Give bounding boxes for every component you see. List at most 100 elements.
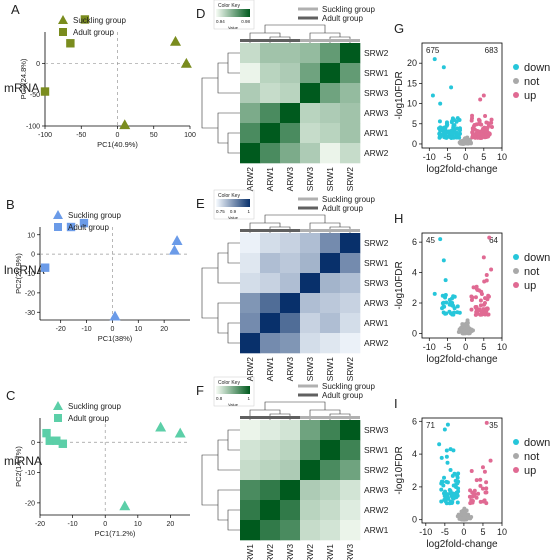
- point-up: [478, 312, 483, 317]
- heatmap-cell: [280, 313, 301, 334]
- x-tick-label: -10: [81, 326, 91, 333]
- point-not: [459, 509, 464, 514]
- count-up: 64: [489, 236, 498, 245]
- column-label: ARW3: [285, 357, 295, 382]
- panel-letter: D: [196, 6, 205, 21]
- heatmap-cell: [260, 460, 281, 481]
- point-up: [474, 305, 479, 310]
- point-down: [444, 448, 449, 453]
- group-bar-adult: [240, 229, 300, 232]
- point-up: [484, 273, 489, 278]
- heatmap-cell: [240, 440, 261, 461]
- y-axis-title: -log10FDR: [394, 261, 405, 309]
- point-down: [444, 454, 449, 459]
- row-dendrogram: [201, 52, 240, 154]
- heatmap-cell: [280, 520, 301, 541]
- point-down: [450, 496, 455, 501]
- point-down: [455, 304, 460, 309]
- dendro-branch: [227, 132, 240, 154]
- heatmap-cell: [260, 103, 281, 124]
- heatmap-cell: [320, 83, 341, 104]
- group-bar-adult: [240, 39, 300, 42]
- column-label: ARW2: [245, 167, 255, 192]
- point-down: [451, 312, 456, 317]
- x-tick-label: -10: [423, 152, 436, 162]
- point-up: [469, 468, 474, 473]
- heatmap-cell: [280, 63, 301, 84]
- row-label: SRW3: [364, 88, 389, 98]
- point-down: [439, 479, 444, 484]
- point-up: [473, 131, 478, 136]
- panel-letter: F: [196, 383, 204, 398]
- heatmap-cell: [280, 500, 301, 521]
- x-tick-label: 0: [103, 521, 107, 528]
- dendro-branch: [227, 322, 240, 344]
- dendro-branch: [264, 24, 326, 33]
- point-up: [482, 302, 487, 307]
- point-not: [461, 322, 466, 327]
- heatmap-cell: [320, 233, 341, 254]
- x-tick-label: 50: [150, 132, 158, 139]
- heatmap-cell: [280, 480, 301, 501]
- row-label: ARW3: [364, 108, 389, 118]
- point-up: [470, 500, 475, 505]
- point-down: [458, 128, 463, 133]
- y-tick-label: -10: [25, 271, 35, 278]
- x-axis-title: log2fold-change: [426, 164, 498, 175]
- panel-letter: A: [11, 2, 20, 17]
- color-key-xlabel: Value: [228, 402, 239, 407]
- heatmap-cell: [300, 293, 321, 314]
- panel-letter: B: [6, 197, 15, 212]
- point-down: [444, 496, 449, 501]
- point-up: [487, 132, 492, 137]
- y-tick-label: 0: [412, 328, 417, 338]
- row-label: miRNA: [4, 454, 42, 468]
- heatmap-cell: [340, 123, 361, 144]
- heatmap-cell: [300, 103, 321, 124]
- x-tick-label: -5: [443, 152, 451, 162]
- point-up: [485, 312, 490, 317]
- x-tick-label: -10: [419, 527, 432, 537]
- heatmap-cell: [260, 500, 281, 521]
- point-not: [462, 512, 467, 517]
- heatmap-cell: [240, 253, 261, 274]
- point-up: [489, 117, 494, 122]
- point-down: [448, 499, 453, 504]
- point-up: [484, 501, 489, 506]
- point-up: [478, 135, 483, 140]
- point-down: [438, 101, 443, 106]
- point-up: [478, 499, 483, 504]
- heatmap-cell: [300, 500, 321, 521]
- legend-down-marker: [513, 254, 519, 260]
- heatmap-cell: [340, 480, 361, 501]
- count-down: 45: [426, 236, 435, 245]
- heatmap-cell: [320, 313, 341, 334]
- point-down: [443, 278, 448, 283]
- point-up: [473, 295, 478, 300]
- point-up: [467, 494, 472, 499]
- x-tick-label: 100: [184, 132, 196, 139]
- point-down: [449, 85, 454, 90]
- point-down: [439, 499, 444, 504]
- x-tick-label: 10: [134, 326, 142, 333]
- legend-not-label: not: [524, 451, 539, 463]
- legend-marker-suckling: [53, 401, 63, 410]
- heatmap-cell: [340, 253, 361, 274]
- legend-marker-adult: [54, 223, 62, 231]
- heatmap-cell: [340, 43, 361, 64]
- point-down: [437, 119, 442, 124]
- column-label: ARW1: [265, 357, 275, 382]
- x-tick-label: 0: [110, 326, 114, 333]
- heatmap-cell: [340, 63, 361, 84]
- color-key-min: 0.75: [216, 209, 225, 214]
- point-up: [480, 465, 485, 470]
- y-axis-title: PC2(24.8%): [19, 58, 28, 99]
- point-up: [478, 477, 483, 482]
- point-up: [476, 491, 481, 496]
- point-up: [471, 124, 476, 129]
- heatmap-cell: [320, 43, 341, 64]
- point-up: [471, 285, 476, 290]
- volcano-panel-i: I -10 -5 0 5 10 0 2 4 6 log2fold-change -log10FDR 71…: [394, 396, 550, 550]
- dendro-branch: [217, 112, 240, 144]
- row-dendrogram: [201, 242, 240, 344]
